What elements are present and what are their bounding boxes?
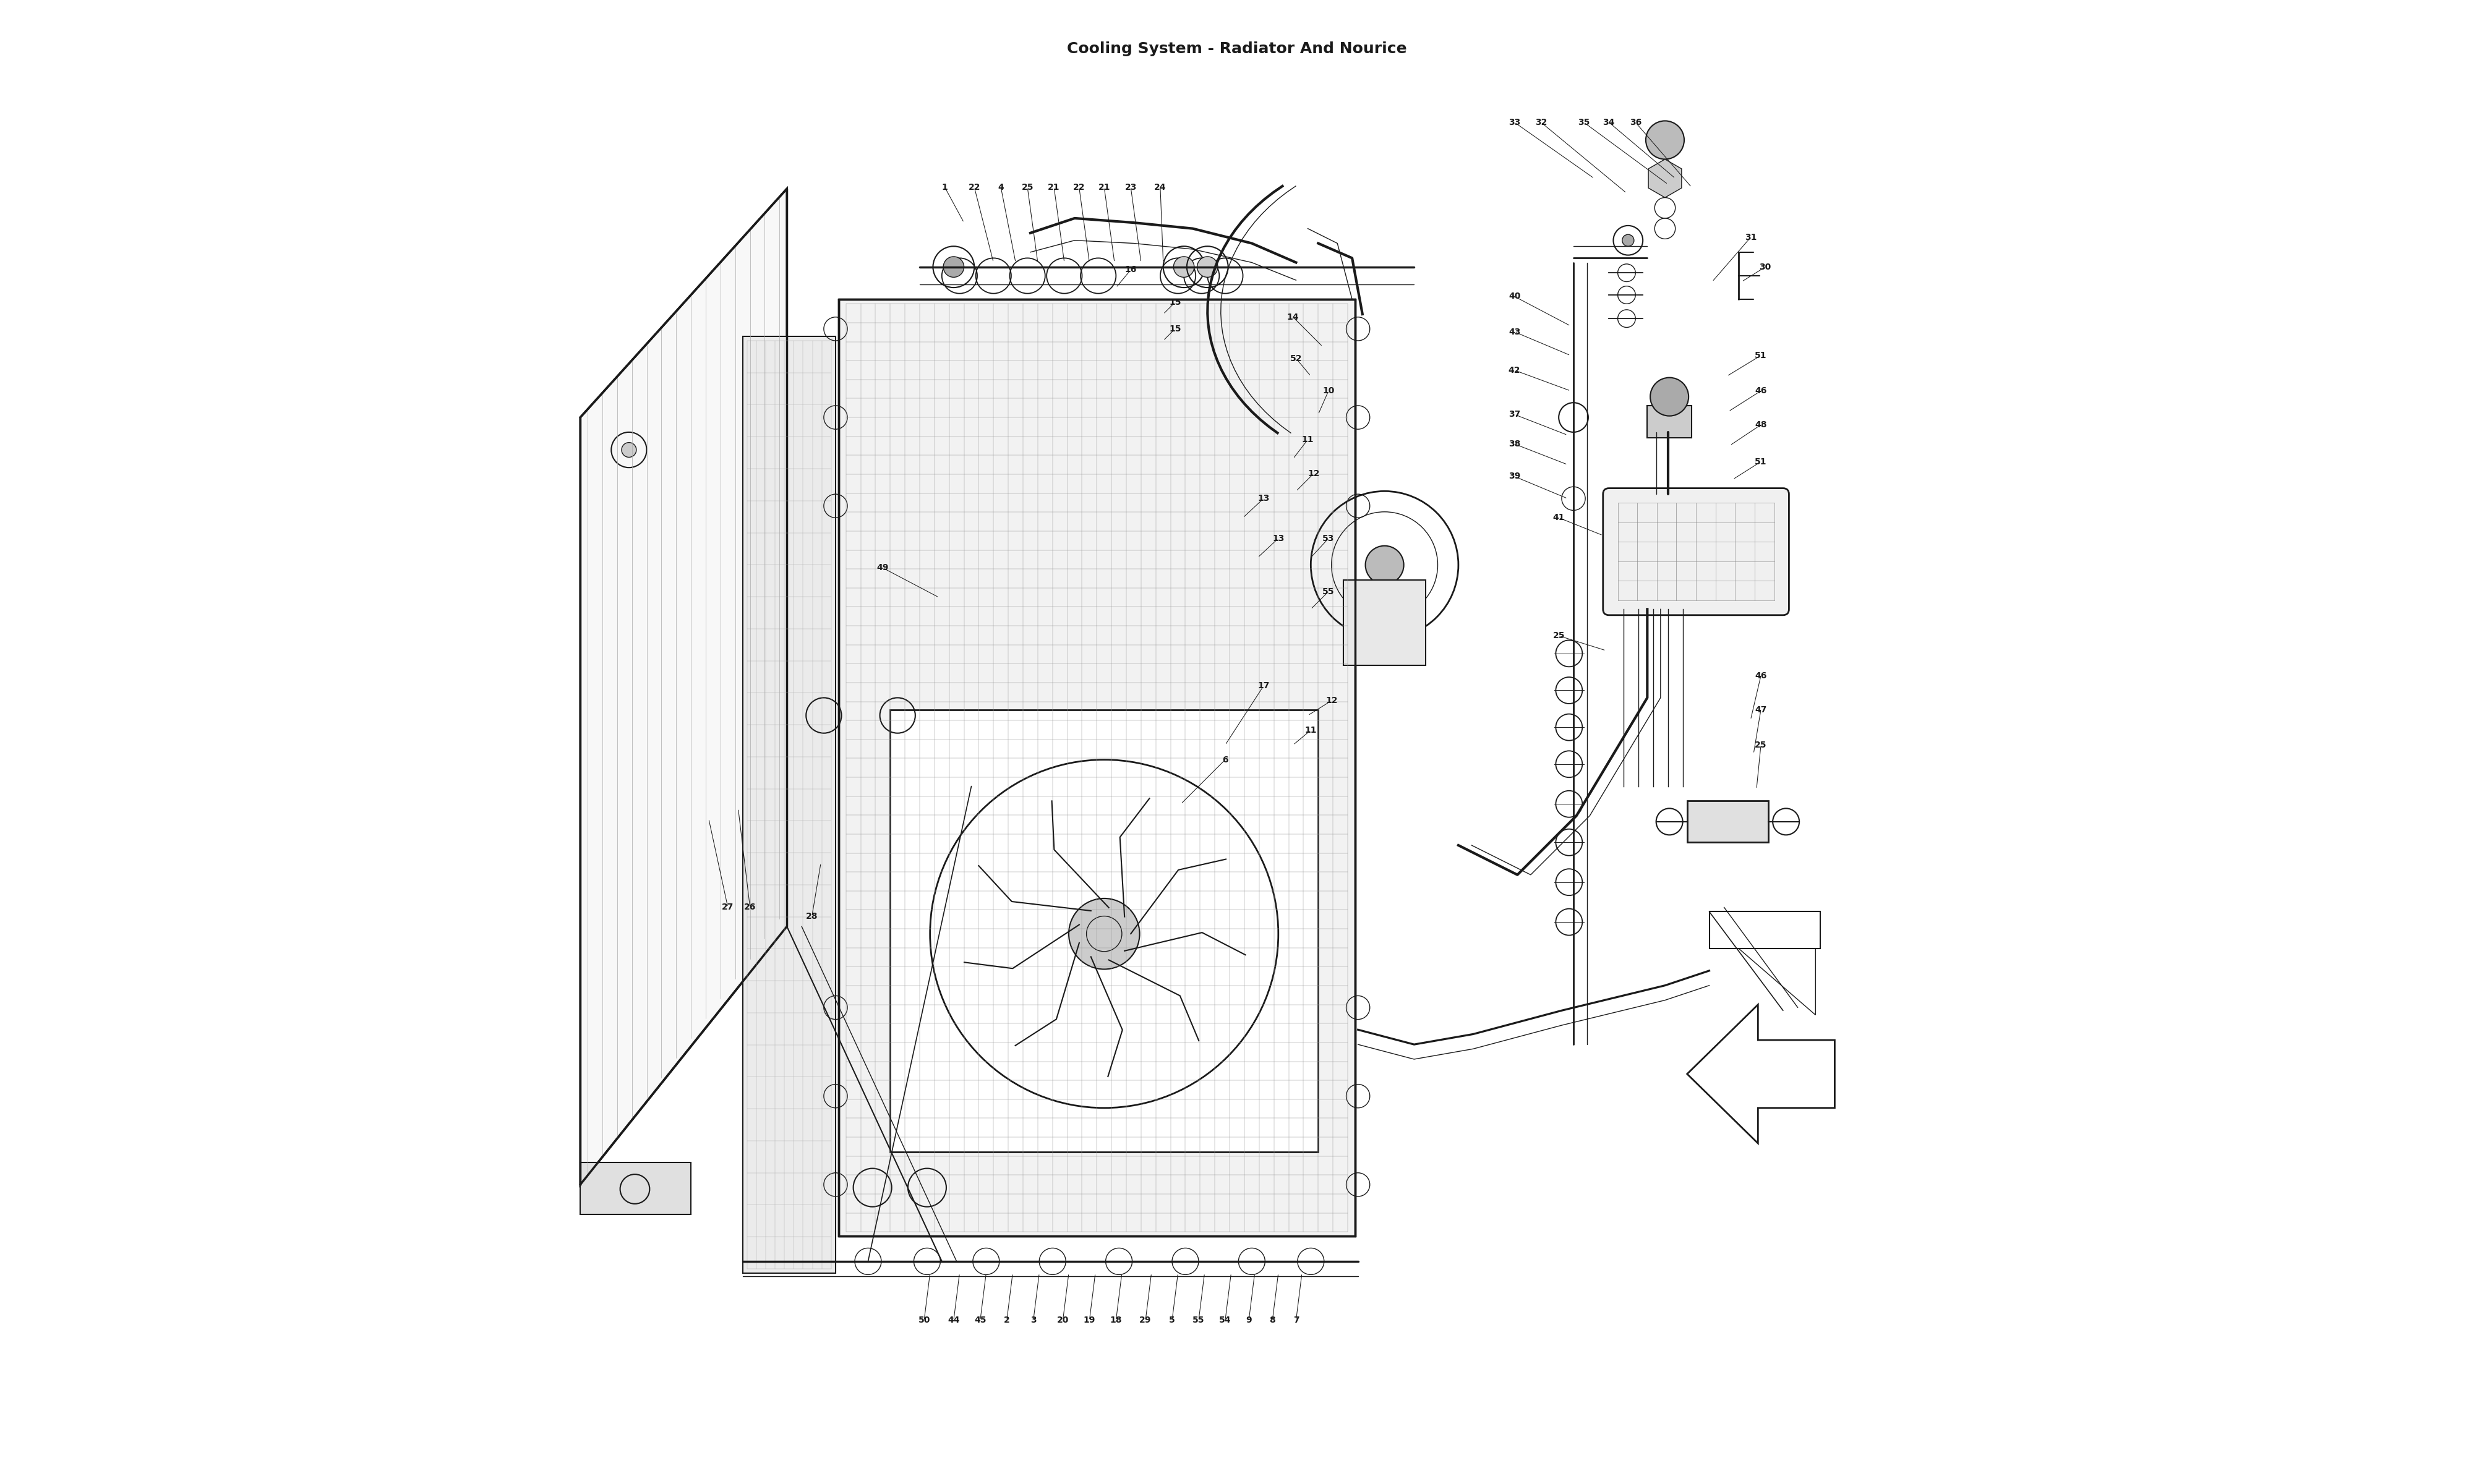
Text: 6: 6: [1222, 755, 1227, 764]
Text: 53: 53: [1324, 534, 1333, 543]
Text: 5: 5: [1170, 1316, 1175, 1325]
Text: 38: 38: [1509, 439, 1522, 448]
Text: 50: 50: [918, 1316, 930, 1325]
Polygon shape: [839, 300, 1356, 1236]
Text: 16: 16: [1126, 266, 1136, 275]
Text: 22: 22: [1074, 183, 1086, 191]
Text: 25: 25: [1754, 741, 1766, 749]
Text: 15: 15: [1170, 325, 1180, 334]
Text: 44: 44: [948, 1316, 960, 1325]
Text: 32: 32: [1534, 119, 1546, 126]
Polygon shape: [1648, 159, 1682, 197]
Text: 23: 23: [1126, 183, 1136, 191]
Polygon shape: [581, 188, 787, 1184]
Text: 17: 17: [1257, 681, 1269, 690]
Text: 18: 18: [1111, 1316, 1123, 1325]
Text: 46: 46: [1754, 386, 1766, 395]
Text: 37: 37: [1509, 410, 1522, 418]
Circle shape: [1623, 234, 1633, 246]
Text: 20: 20: [1056, 1316, 1069, 1325]
FancyBboxPatch shape: [1603, 488, 1789, 614]
Text: 30: 30: [1759, 263, 1771, 272]
Circle shape: [943, 257, 965, 278]
Text: 7: 7: [1294, 1316, 1299, 1325]
Polygon shape: [581, 1162, 690, 1214]
Text: 31: 31: [1744, 233, 1757, 242]
Circle shape: [1069, 898, 1141, 969]
Text: 13: 13: [1272, 534, 1284, 543]
Text: 49: 49: [876, 564, 888, 573]
Text: 55: 55: [1324, 588, 1333, 597]
Text: 54: 54: [1220, 1316, 1232, 1325]
Text: 8: 8: [1269, 1316, 1277, 1325]
Text: 14: 14: [1286, 313, 1299, 322]
Text: 51: 51: [1754, 457, 1766, 466]
Text: 27: 27: [722, 902, 735, 911]
Text: 29: 29: [1141, 1316, 1150, 1325]
Text: 40: 40: [1509, 292, 1522, 301]
Text: 9: 9: [1247, 1316, 1252, 1325]
Circle shape: [1173, 257, 1195, 278]
Text: 12: 12: [1326, 696, 1338, 705]
Text: 41: 41: [1554, 513, 1564, 522]
Text: 42: 42: [1509, 367, 1522, 374]
Text: 15: 15: [1170, 298, 1180, 307]
Text: 13: 13: [1257, 494, 1269, 503]
Polygon shape: [742, 337, 836, 1273]
Text: 43: 43: [1509, 328, 1522, 337]
Circle shape: [621, 442, 636, 457]
Circle shape: [1650, 377, 1690, 416]
Text: 55: 55: [1192, 1316, 1205, 1325]
Text: Cooling System - Radiator And Nourice: Cooling System - Radiator And Nourice: [1066, 42, 1408, 56]
Text: 4: 4: [997, 183, 1004, 191]
Text: 21: 21: [1049, 183, 1059, 191]
Text: 51: 51: [1754, 352, 1766, 359]
Text: 26: 26: [745, 902, 757, 911]
Polygon shape: [1687, 1005, 1836, 1143]
Text: 3: 3: [1029, 1316, 1037, 1325]
Text: 22: 22: [967, 183, 980, 191]
Text: 10: 10: [1324, 386, 1333, 395]
Circle shape: [1197, 257, 1217, 278]
Circle shape: [1366, 546, 1403, 585]
Text: 25: 25: [1554, 632, 1564, 640]
Text: 2: 2: [1004, 1316, 1009, 1325]
Text: 47: 47: [1754, 705, 1766, 714]
Text: 21: 21: [1098, 183, 1111, 191]
Text: 48: 48: [1754, 420, 1766, 429]
Text: 24: 24: [1155, 183, 1165, 191]
Text: 46: 46: [1754, 671, 1766, 680]
Text: 19: 19: [1084, 1316, 1096, 1325]
Text: 1: 1: [943, 183, 948, 191]
Text: 39: 39: [1509, 472, 1522, 481]
Circle shape: [1645, 120, 1685, 159]
Text: 35: 35: [1578, 119, 1591, 126]
Text: 52: 52: [1289, 355, 1301, 362]
Text: 25: 25: [1022, 183, 1034, 191]
Text: 36: 36: [1630, 119, 1640, 126]
Text: 11: 11: [1304, 726, 1316, 735]
Text: 33: 33: [1509, 119, 1522, 126]
Text: 28: 28: [807, 911, 819, 920]
Text: 45: 45: [975, 1316, 987, 1325]
Bar: [1687, 801, 1769, 843]
Polygon shape: [1343, 580, 1425, 665]
Polygon shape: [1648, 405, 1692, 438]
Text: 34: 34: [1603, 119, 1616, 126]
Text: 12: 12: [1309, 469, 1319, 478]
Bar: [891, 709, 1319, 1152]
Text: 11: 11: [1301, 435, 1314, 444]
